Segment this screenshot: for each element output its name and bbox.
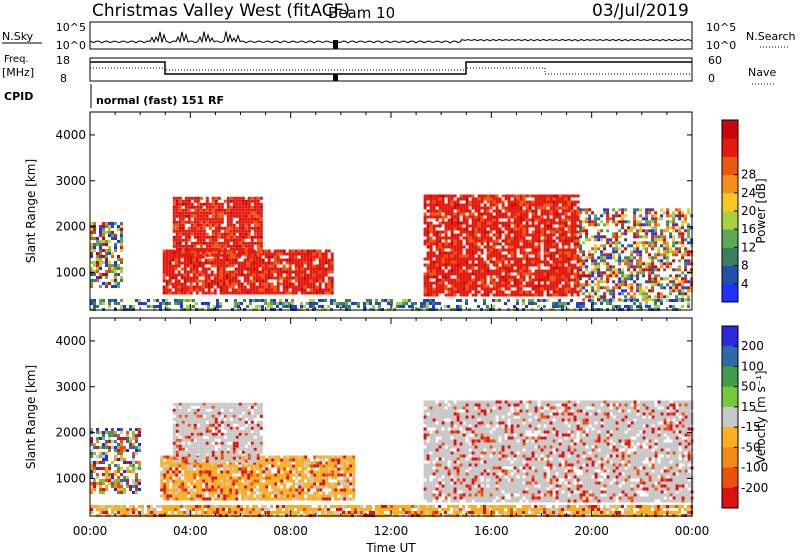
colorbar-segment (722, 447, 738, 469)
colorbar-segment (722, 265, 738, 285)
colorbar-segment (722, 366, 738, 388)
time-tick-label: 00:00 (675, 524, 710, 538)
y-tick-label: 2000 (55, 220, 86, 234)
beam-label: Beam 10 (328, 4, 395, 22)
freq-tick-left-bottom: 8 (60, 72, 67, 85)
colorbar-segment (722, 346, 738, 367)
colorbar-tick-label: -100 (741, 461, 768, 475)
echo-region (579, 208, 694, 302)
freq-tick-left-top: 18 (56, 54, 70, 67)
time-tick-labels: 00:00 04:00 08:00 12:00 16:00 20:00 00:00 (73, 524, 710, 538)
colorbar-segment (722, 283, 738, 303)
power-colorbar-label: Power [dB] (754, 178, 768, 243)
velocity-colorbar: 200 100 50 15 -15 -50 -100 -200 Velocity [m s⁻¹… (721, 325, 768, 509)
y-tick-label: 3000 (55, 380, 86, 394)
noise-tick-right-bottom: 10^0 (706, 39, 736, 52)
noise-tick-left-bottom: 10^0 (56, 39, 86, 52)
colorbar-tick-label: 28 (741, 168, 756, 182)
noise-panel: N.Sky 10^5 10^0 10^5 10^0 N.Search (2, 21, 796, 52)
velocity-colorbar-label: Velocity [m s⁻¹] (754, 370, 768, 463)
colorbar-tick-label: 16 (741, 222, 756, 236)
velocity-panel: 1000 2000 3000 4000 Slant Range [km] (24, 317, 694, 517)
time-tick-label: 04:00 (173, 524, 208, 538)
colorbar-segment (722, 427, 738, 448)
colorbar-tick-label: 50 (741, 380, 756, 394)
freq-label-line2: [MHz] (2, 66, 34, 79)
y-tick-label: 3000 (55, 174, 86, 188)
time-tick-label: 08:00 (273, 524, 308, 538)
power-panel: 1000 2000 3000 4000 Slant Range [km] (24, 111, 694, 311)
colorbar-segment (722, 211, 738, 230)
power-y-axis-label: Slant Range [km] (24, 159, 38, 263)
colorbar-segment (722, 120, 738, 139)
colorbar-tick-label: 15 (741, 400, 756, 414)
colorbar-tick-label: 100 (741, 359, 764, 373)
echo-region (172, 402, 263, 463)
colorbar-tick-label: -200 (741, 481, 768, 495)
colorbar-tick-label: 8 (741, 259, 749, 273)
colorbar-segment (722, 192, 738, 212)
colorbar-segment (722, 247, 738, 267)
colorbar-tick-label: -50 (741, 440, 761, 454)
colorbar-segment (722, 156, 738, 176)
date-label: 03/Jul/2019 (592, 1, 689, 21)
time-tick-label: 00:00 (73, 524, 108, 538)
velocity-y-ticks: 1000 2000 3000 4000 (55, 334, 692, 485)
echo-region (423, 400, 694, 503)
echo-region (172, 196, 263, 257)
colorbar-tick-label: -15 (741, 420, 761, 434)
y-tick-label: 4000 (55, 334, 86, 348)
nsky-label: N.Sky (2, 30, 34, 43)
colorbar-segment (722, 406, 738, 428)
y-tick-label: 1000 (55, 265, 86, 279)
colorbar-segment (722, 487, 738, 509)
colorbar-segment (722, 386, 738, 408)
echo-region (90, 299, 690, 311)
nave-label: Nave (748, 66, 776, 79)
time-tick-label: 12:00 (374, 524, 409, 538)
time-tick-label: 20:00 (574, 524, 609, 538)
freq-tick-right-top: 60 (708, 54, 722, 67)
power-echo-field (90, 194, 694, 311)
x-axis-label: Time UT (365, 541, 416, 554)
time-tick-label: 16:00 (474, 524, 509, 538)
colorbar-tick-label: 4 (741, 277, 749, 291)
echo-region (90, 222, 123, 288)
power-y-ticks: 1000 2000 3000 4000 (55, 128, 692, 279)
noise-tick-left-top: 10^5 (56, 21, 86, 34)
echo-region (90, 428, 141, 494)
cpid-value: normal (fast) 151 RF (96, 94, 224, 107)
power-x-ticks (89, 112, 693, 310)
freq-tick-right-bottom: 0 (708, 72, 715, 85)
y-tick-label: 1000 (55, 471, 86, 485)
cpid-label: CPID (4, 90, 33, 103)
colorbar-tick-label: 20 (741, 204, 756, 218)
nsearch-label: N.Search (746, 30, 796, 43)
frequency-panel: Freq. [MHz] 18 8 60 0 Nave (2, 54, 776, 85)
colorbar-tick-label: 12 (741, 240, 756, 254)
colorbar-segment (722, 174, 738, 194)
velocity-x-ticks (89, 318, 693, 516)
noise-tick-right-top: 10^5 (706, 21, 736, 34)
y-tick-label: 2000 (55, 426, 86, 440)
echo-region (423, 194, 580, 297)
colorbar-segment (722, 326, 738, 347)
colorbar-segment (722, 467, 738, 489)
colorbar-tick-label: 200 (741, 339, 764, 353)
colorbar-segment (722, 229, 738, 248)
frequency-trace (90, 61, 692, 81)
power-colorbar: 4 8 12 16 20 24 28 Power [dB] (721, 119, 768, 303)
colorbar-tick-label: 24 (741, 186, 756, 200)
velocity-y-axis-label: Slant Range [km] (24, 365, 38, 469)
freq-label-line1: Freq. (4, 54, 29, 65)
y-tick-label: 4000 (55, 128, 86, 142)
noise-trace (89, 31, 693, 49)
velocity-echo-field (90, 400, 694, 517)
figure-title: Christmas Valley West (fitACF) (92, 1, 350, 21)
colorbar-segment (722, 138, 738, 157)
